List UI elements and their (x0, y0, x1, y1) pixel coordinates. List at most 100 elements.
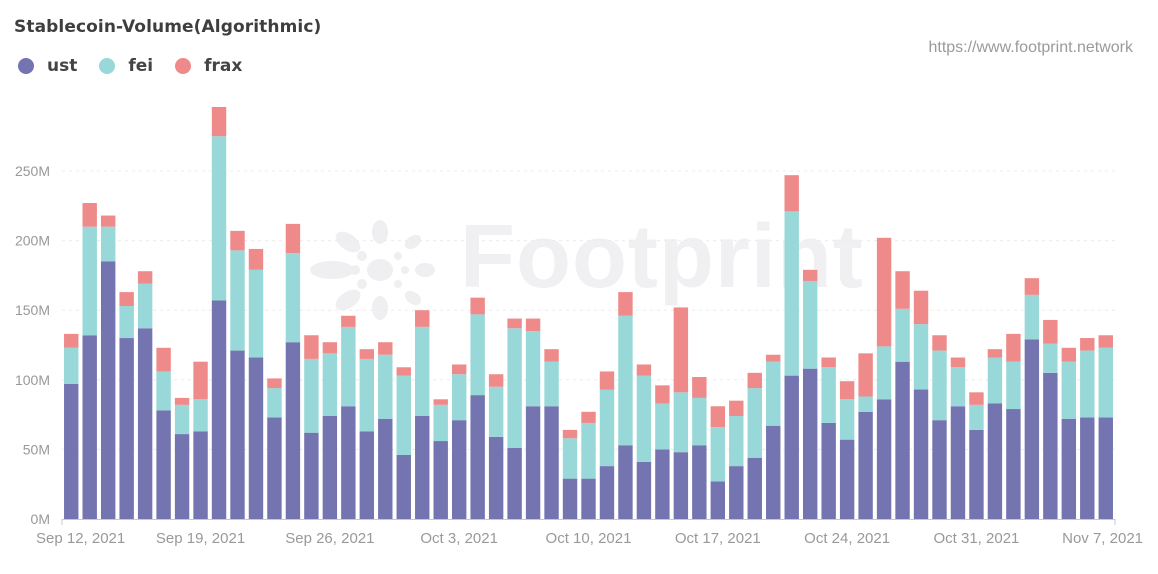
bar-segment-frax[interactable] (1006, 333, 1021, 362)
bar-segment-ust[interactable] (636, 461, 652, 519)
bar-segment-fei[interactable] (1080, 350, 1095, 418)
bar-segment-fei[interactable] (488, 386, 504, 437)
bar-segment-fei[interactable] (618, 315, 633, 446)
bar-segment-frax[interactable] (396, 367, 411, 376)
bar-segment-frax[interactable] (969, 392, 984, 405)
bar-segment-frax[interactable] (137, 271, 153, 284)
bar-segment-frax[interactable] (784, 175, 799, 212)
bar-segment-fei[interactable] (747, 388, 762, 458)
bar-segment-frax[interactable] (839, 381, 855, 400)
bar-segment-fei[interactable] (1024, 294, 1040, 340)
bar-segment-frax[interactable] (618, 292, 633, 316)
bar-segment-ust[interactable] (525, 406, 541, 519)
bar-segment-ust[interactable] (692, 445, 707, 519)
bar-segment-fei[interactable] (341, 326, 356, 407)
bar-segment-ust[interactable] (156, 410, 171, 519)
bar-segment-ust[interactable] (858, 411, 873, 519)
bar-segment-ust[interactable] (230, 350, 245, 519)
bar-segment-frax[interactable] (562, 429, 578, 439)
bar-segment-ust[interactable] (415, 415, 430, 519)
bar-segment-fei[interactable] (729, 415, 744, 467)
bar-segment-fei[interactable] (1043, 343, 1058, 373)
bar-segment-frax[interactable] (174, 397, 190, 405)
bar-segment-frax[interactable] (876, 237, 892, 347)
bar-segment-frax[interactable] (729, 400, 744, 416)
bar-segment-frax[interactable] (82, 203, 97, 227)
bar-segment-ust[interactable] (784, 375, 799, 519)
bar-segment-fei[interactable] (82, 226, 97, 336)
bar-segment-fei[interactable] (359, 358, 375, 432)
bar-segment-frax[interactable] (544, 349, 559, 362)
bar-segment-ust[interactable] (802, 368, 818, 519)
bar-segment-frax[interactable] (1080, 338, 1095, 351)
bar-segment-fei[interactable] (285, 253, 301, 343)
bar-segment-frax[interactable] (766, 354, 781, 362)
bar-segment-frax[interactable] (636, 364, 652, 376)
bar-segment-frax[interactable] (987, 349, 1003, 358)
bar-segment-fei[interactable] (673, 392, 689, 453)
bar-segment-frax[interactable] (507, 318, 522, 329)
bar-segment-fei[interactable] (858, 396, 873, 412)
bar-segment-frax[interactable] (100, 215, 116, 227)
bar-segment-ust[interactable] (1006, 409, 1021, 519)
bar-segment-fei[interactable] (230, 250, 245, 351)
bar-segment-fei[interactable] (1061, 361, 1077, 419)
bar-segment-frax[interactable] (119, 292, 134, 307)
bar-segment-frax[interactable] (470, 297, 485, 315)
bar-segment-fei[interactable] (710, 427, 726, 482)
bar-segment-frax[interactable] (193, 361, 208, 400)
bar-segment-ust[interactable] (341, 406, 356, 519)
bar-segment-ust[interactable] (359, 431, 375, 519)
bar-segment-ust[interactable] (451, 420, 467, 519)
bar-segment-frax[interactable] (211, 106, 227, 137)
bar-segment-ust[interactable] (507, 448, 522, 519)
bar-segment-ust[interactable] (1061, 418, 1077, 519)
bar-segment-ust[interactable] (747, 457, 762, 519)
bar-segment-fei[interactable] (64, 347, 79, 384)
bar-segment-frax[interactable] (248, 248, 264, 270)
bar-segment-frax[interactable] (950, 357, 966, 368)
bar-segment-fei[interactable] (969, 404, 984, 430)
bar-segment-frax[interactable] (913, 290, 929, 325)
bar-segment-ust[interactable] (378, 418, 393, 519)
bar-segment-frax[interactable] (64, 333, 79, 348)
bar-segment-ust[interactable] (655, 449, 670, 519)
bar-segment-ust[interactable] (913, 389, 929, 519)
bar-segment-frax[interactable] (451, 364, 467, 375)
bar-segment-fei[interactable] (137, 283, 153, 329)
bar-segment-ust[interactable] (470, 395, 485, 519)
bar-segment-frax[interactable] (341, 315, 356, 327)
bar-segment-frax[interactable] (525, 318, 541, 332)
bar-segment-ust[interactable] (599, 466, 615, 519)
bar-segment-fei[interactable] (378, 354, 393, 419)
bar-segment-ust[interactable] (248, 357, 264, 519)
bar-segment-ust[interactable] (876, 399, 892, 519)
bar-segment-ust[interactable] (100, 261, 116, 519)
bar-segment-frax[interactable] (1098, 335, 1113, 348)
bar-segment-fei[interactable] (932, 350, 947, 421)
bar-segment-fei[interactable] (655, 403, 670, 450)
bar-segment-frax[interactable] (359, 349, 375, 359)
bar-segment-fei[interactable] (802, 280, 818, 369)
bar-segment-ust[interactable] (821, 422, 836, 519)
bar-segment-fei[interactable] (839, 399, 855, 440)
bar-segment-frax[interactable] (322, 342, 338, 354)
bar-segment-ust[interactable] (174, 434, 190, 519)
bar-segment-frax[interactable] (802, 269, 818, 281)
bar-segment-ust[interactable] (987, 403, 1003, 519)
bar-segment-frax[interactable] (581, 411, 596, 423)
bar-segment-frax[interactable] (895, 271, 910, 309)
bar-segment-frax[interactable] (415, 310, 430, 327)
bar-segment-ust[interactable] (1098, 417, 1113, 519)
bar-segment-fei[interactable] (322, 353, 338, 416)
bar-segment-frax[interactable] (488, 374, 504, 387)
bar-segment-ust[interactable] (285, 342, 301, 519)
bar-segment-fei[interactable] (562, 438, 578, 479)
bar-segment-ust[interactable] (1043, 372, 1058, 519)
bar-segment-fei[interactable] (895, 308, 910, 362)
bar-segment-fei[interactable] (451, 374, 467, 421)
bar-segment-fei[interactable] (156, 371, 171, 411)
bar-segment-ust[interactable] (211, 300, 227, 519)
bar-segment-frax[interactable] (267, 378, 282, 389)
bar-segment-frax[interactable] (858, 353, 873, 397)
